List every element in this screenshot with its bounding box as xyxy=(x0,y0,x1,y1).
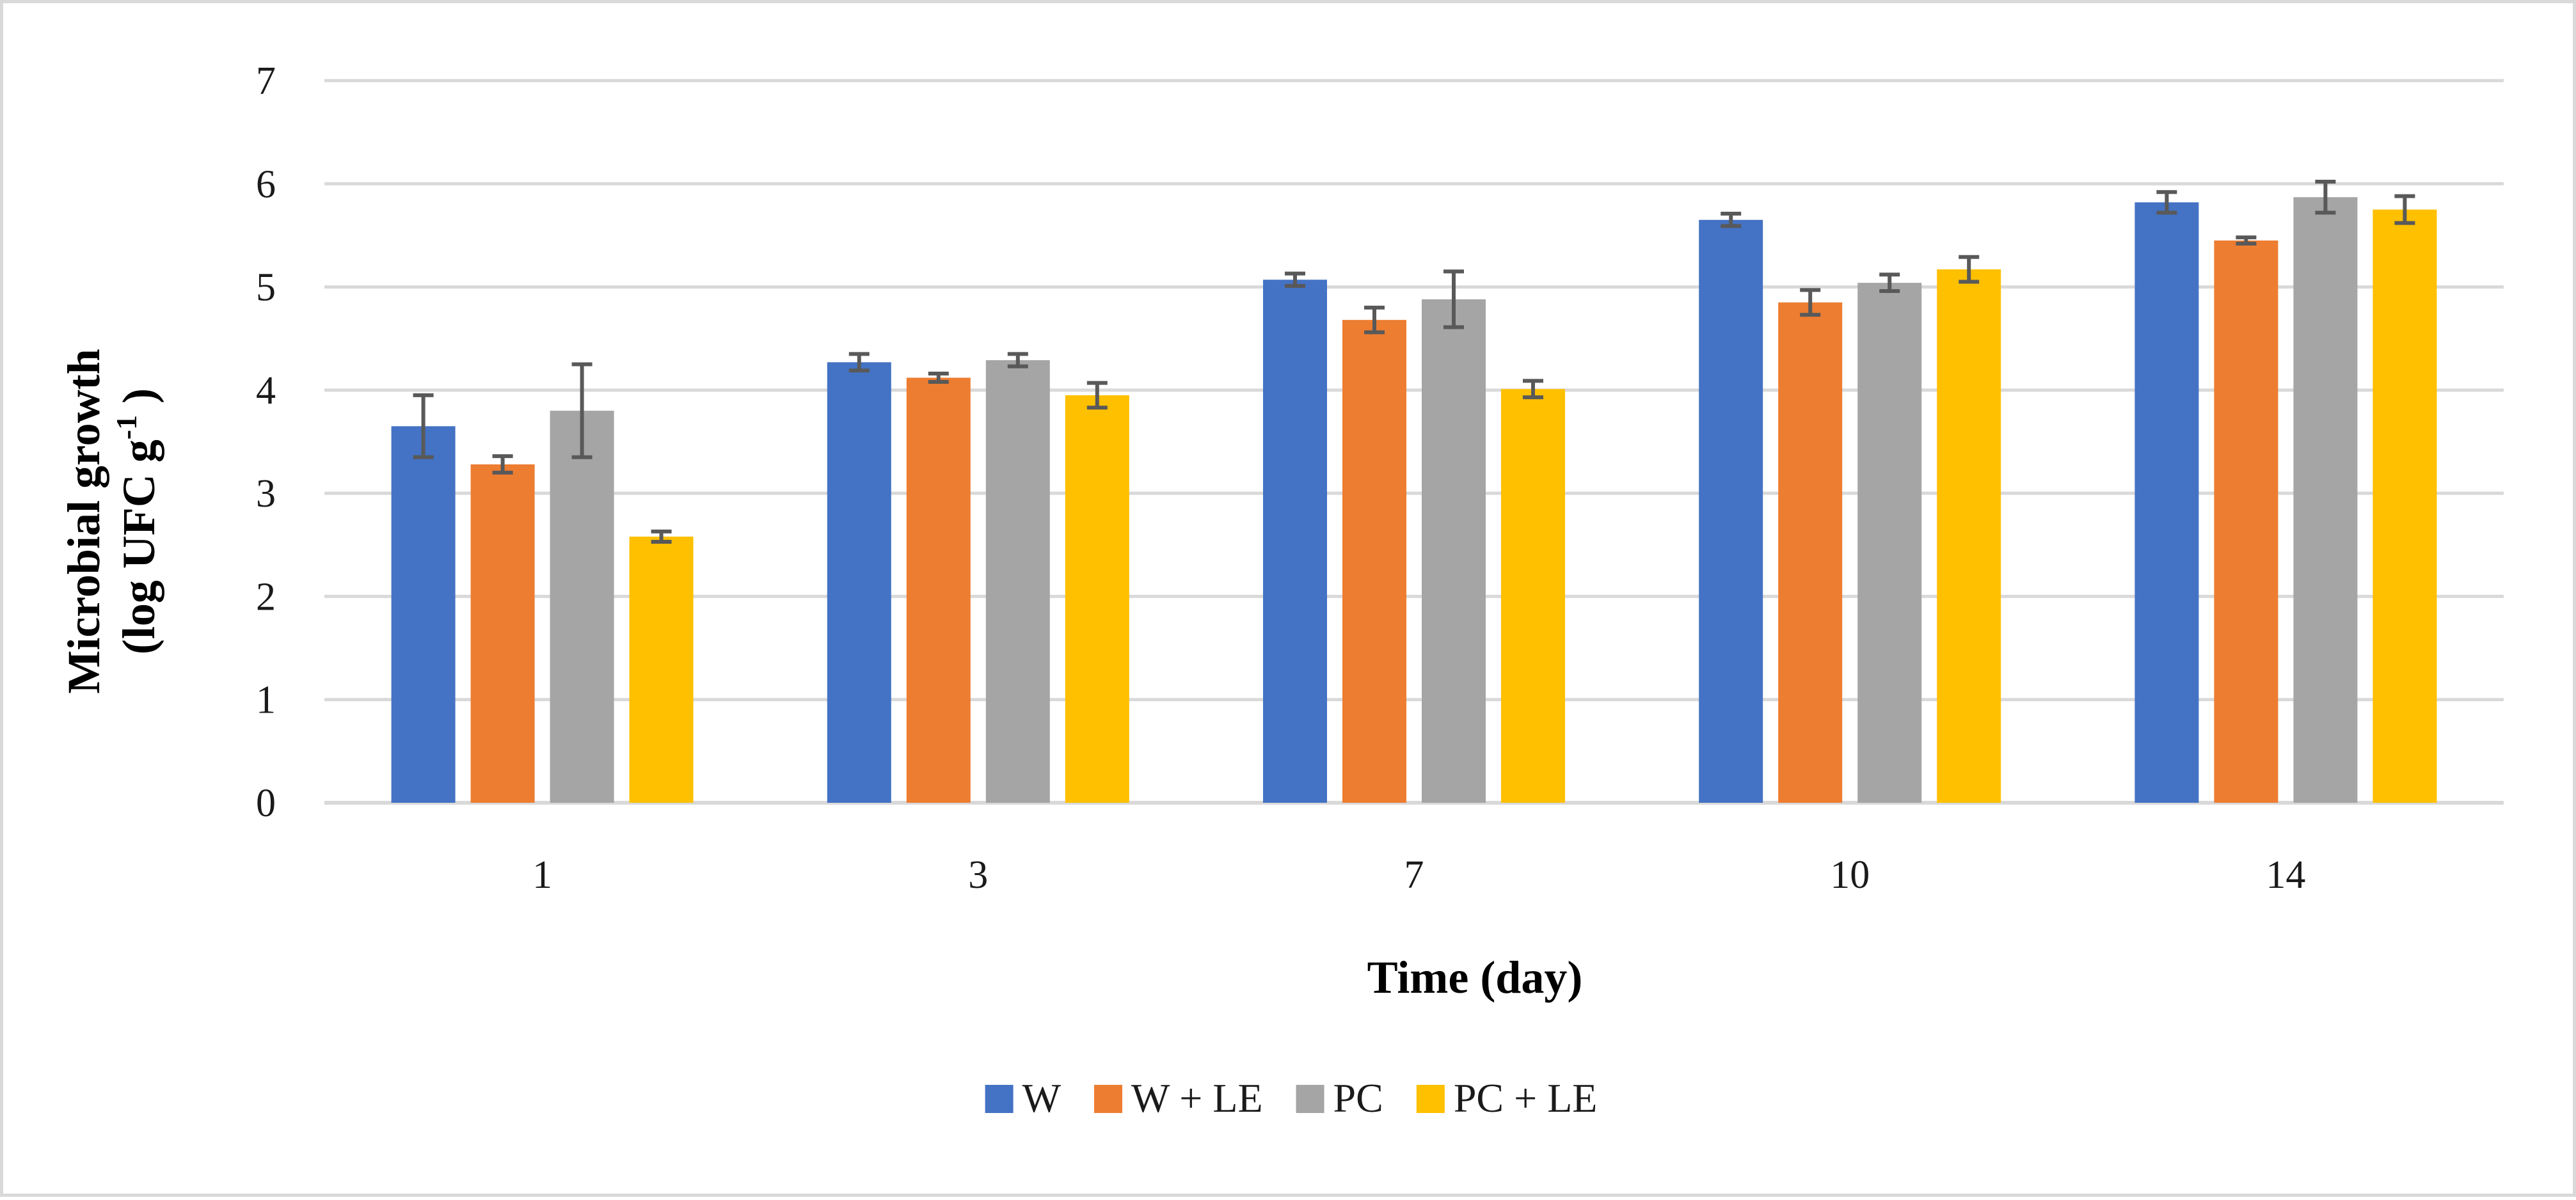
bar xyxy=(1342,320,1406,803)
error-bar xyxy=(1443,269,1464,329)
bar xyxy=(1263,280,1327,803)
y-axis-ticks: 0 1 2 3 4 5 6 7 xyxy=(256,59,276,825)
legend: W W + LE PC PC + LE xyxy=(985,1075,1598,1121)
error-bar xyxy=(1959,255,1980,284)
bars xyxy=(391,197,2437,803)
error-bar xyxy=(1721,212,1742,228)
error-bar xyxy=(413,393,434,459)
legend-label: W + LE xyxy=(1131,1075,1263,1121)
error-bars xyxy=(413,180,2415,544)
bar xyxy=(391,426,456,803)
bar xyxy=(1937,269,2001,803)
x-tick-label: 10 xyxy=(1830,853,1870,897)
error-bar xyxy=(1879,272,1900,294)
bar xyxy=(1857,283,1922,803)
x-axis-title: Time (day) xyxy=(1367,952,1583,1003)
x-tick-label: 14 xyxy=(2266,853,2305,897)
legend-swatch xyxy=(1094,1085,1123,1113)
error-bar xyxy=(2236,235,2257,246)
y-tick-label: 0 xyxy=(256,782,276,825)
error-bar xyxy=(1364,305,1385,335)
error-bar xyxy=(1523,379,1543,400)
bar xyxy=(1501,389,1565,803)
x-axis-ticks: 1 3 7 10 14 xyxy=(532,853,2305,897)
error-bar xyxy=(651,529,672,544)
y-tick-label: 1 xyxy=(256,679,276,722)
y-tick-label: 6 xyxy=(256,162,276,206)
legend-label: PC xyxy=(1333,1075,1383,1121)
legend-item: W + LE xyxy=(1094,1075,1263,1121)
bar xyxy=(906,377,971,803)
y-axis-title-unit: (log UFC g xyxy=(113,439,164,654)
y-axis-title-line1: Microbial growth xyxy=(58,349,109,693)
error-bar xyxy=(848,352,870,373)
x-tick-label: 1 xyxy=(532,853,552,897)
error-bar xyxy=(492,454,513,475)
bar xyxy=(2373,209,2437,803)
error-bar xyxy=(928,372,949,384)
legend-label: PC + LE xyxy=(1454,1075,1598,1121)
bar xyxy=(1065,395,1129,803)
error-bar xyxy=(571,362,592,459)
y-axis-title-superscript: -1 xyxy=(110,415,143,439)
bar xyxy=(827,362,891,803)
error-bar xyxy=(1800,288,1821,317)
bar xyxy=(985,360,1050,803)
y-tick-label: 5 xyxy=(256,266,276,310)
legend-swatch xyxy=(985,1085,1014,1113)
y-tick-label: 4 xyxy=(256,369,276,413)
y-axis-title: Microbial growth (log UFC g-1 ) xyxy=(58,349,164,693)
bar xyxy=(2293,197,2358,803)
y-axis-title-line2: (log UFC g-1 ) xyxy=(110,388,164,654)
legend-swatch xyxy=(1296,1085,1324,1113)
legend-item: W xyxy=(985,1075,1061,1121)
bar xyxy=(550,411,614,803)
error-bar xyxy=(1086,381,1108,410)
error-bar xyxy=(1007,352,1028,368)
bar xyxy=(1422,299,1486,803)
y-tick-label: 3 xyxy=(256,472,276,516)
bar xyxy=(629,536,694,803)
y-tick-label: 7 xyxy=(256,59,276,103)
error-bar xyxy=(2156,190,2177,215)
bar xyxy=(1699,219,1763,803)
bar-chart: 0 1 2 3 4 5 6 7 1 3 7 10 14 Time (day) Microbial gr… xyxy=(58,59,2504,1121)
bar xyxy=(2214,240,2278,803)
legend-item: PC + LE xyxy=(1416,1075,1598,1121)
bar xyxy=(470,464,535,803)
x-tick-label: 7 xyxy=(1404,853,1424,897)
legend-label: W xyxy=(1022,1075,1061,1121)
bar xyxy=(2135,202,2199,803)
legend-swatch xyxy=(1416,1085,1445,1113)
error-bar xyxy=(2394,194,2415,225)
y-axis-title-close: ) xyxy=(113,388,164,415)
x-tick-label: 3 xyxy=(968,853,988,897)
legend-item: PC xyxy=(1296,1075,1383,1121)
y-tick-label: 2 xyxy=(256,575,276,619)
error-bar xyxy=(1285,271,1305,288)
bar xyxy=(1778,302,1843,803)
error-bar xyxy=(2315,180,2336,215)
